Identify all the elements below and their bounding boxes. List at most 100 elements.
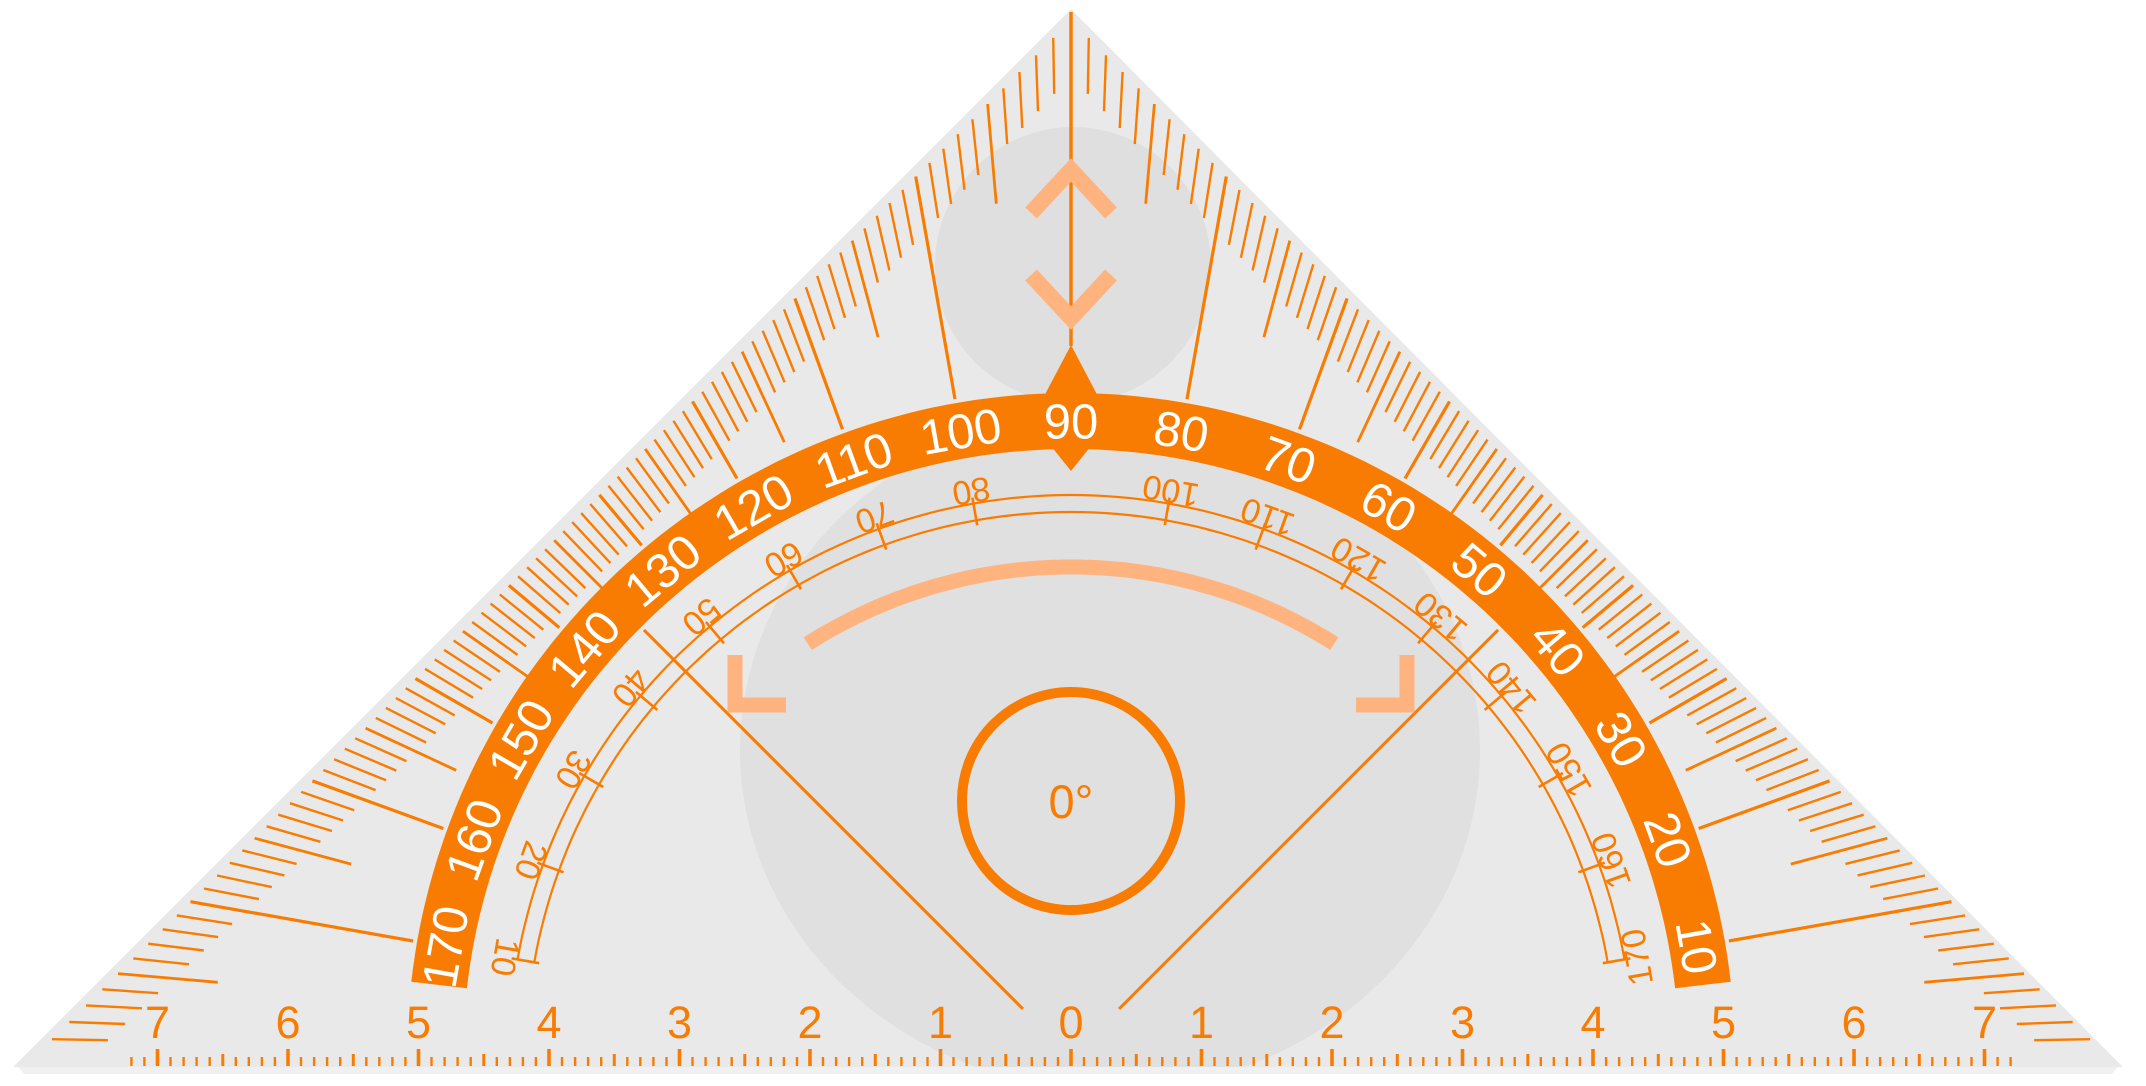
band-arc	[411, 393, 1731, 989]
degree-tick-1	[544, 548, 587, 589]
degree-tick-1	[1539, 530, 1580, 573]
degree-tick-1	[1821, 825, 1876, 843]
degree-tick-1	[1336, 308, 1360, 363]
degree-tick-1	[1034, 55, 1040, 112]
degree-tick-1	[176, 914, 233, 926]
degree-tick-1	[354, 737, 407, 763]
ring-tick	[536, 861, 565, 874]
degree-tick-1	[1086, 37, 1090, 94]
degree-tick-1	[489, 602, 536, 640]
degree-line-10	[598, 493, 643, 547]
bottom-edge-shadow	[18, 1067, 2118, 1074]
ruler-number: 0	[1058, 997, 1083, 1048]
degree-tick-1	[1952, 957, 2009, 966]
degree-tick-1	[102, 988, 159, 995]
degree-line-10	[1581, 584, 1635, 629]
degree-tick-5	[117, 972, 218, 984]
degree-tick-1	[1285, 252, 1303, 307]
ring-inner-arc	[533, 510, 1609, 963]
degree-line-10	[793, 297, 845, 430]
degree-tick-1	[710, 381, 740, 432]
degree-tick-1	[1227, 189, 1241, 246]
degree-tick-1	[1845, 849, 1900, 866]
curved-double-arrow-icon	[727, 559, 1415, 713]
ruler-number: 4	[536, 997, 561, 1048]
ring-tick	[785, 564, 803, 590]
vertical-double-arrow-icon	[1025, 158, 1117, 330]
degree-tick-1	[1356, 330, 1381, 383]
ring-tick	[704, 621, 725, 645]
degree-tick-5	[365, 726, 457, 772]
ring-tick	[511, 957, 540, 965]
degree-tick-1	[1857, 861, 1913, 877]
ninety-diamond	[1031, 345, 1111, 471]
degree-tick-1	[1686, 687, 1737, 717]
degree-tick-1	[616, 475, 654, 522]
degree-tick-1	[375, 716, 427, 744]
degree-tick-1	[1402, 381, 1432, 432]
degree-tick-1	[827, 263, 847, 319]
degree-line-10	[1728, 900, 1952, 943]
degree-tick-1	[1715, 716, 1767, 744]
degree-tick-1	[1162, 119, 1171, 176]
degree-tick-1	[1306, 275, 1326, 330]
degree-tick-1	[1572, 566, 1616, 606]
degree-tick-1	[344, 747, 397, 772]
degree-tick-1	[526, 566, 570, 606]
degree-tick-1	[1696, 696, 1747, 726]
ruler-number: 1	[928, 997, 953, 1048]
degree-tick-1	[1580, 575, 1625, 614]
degree-tick-1	[901, 189, 915, 246]
degree-tick-1	[772, 319, 796, 373]
degree-tick-1	[1869, 874, 1926, 889]
degree-tick-1	[405, 687, 456, 717]
degree-tick-1	[1514, 503, 1553, 548]
degree-tick-1	[1615, 611, 1662, 648]
guide-line-45	[1118, 628, 1500, 1010]
degree-tick-1	[1522, 512, 1562, 556]
degree-tick-1	[480, 611, 527, 648]
degree-line-10	[1403, 400, 1451, 480]
degree-tick-1	[1411, 391, 1441, 442]
degree-tick-1	[1346, 319, 1370, 373]
degree-tick-1	[277, 813, 333, 833]
degree-line-10	[1499, 493, 1544, 547]
degree-tick-1	[1239, 202, 1254, 259]
degree-tick-1	[1923, 928, 1980, 939]
degree-tick-1	[300, 790, 355, 812]
degree-tick-1	[562, 530, 603, 573]
ruler-number: 7	[145, 997, 170, 1048]
triangle-body[interactable]	[13, 9, 2123, 1067]
degree-tick-1	[517, 575, 562, 614]
degree-tick-1	[1176, 134, 1186, 190]
degree-tick-1	[1555, 548, 1598, 589]
degree-tick-1	[782, 308, 806, 363]
degree-tick-5	[254, 836, 352, 866]
degree-tick-1	[863, 228, 880, 283]
degree-tick-1	[266, 825, 321, 843]
curved-arrow-left-head-icon	[727, 655, 786, 713]
degree-line-10	[691, 400, 739, 480]
degree-tick-1	[2034, 1038, 2091, 1042]
ring-tick	[875, 522, 888, 551]
degree-tick-1	[452, 639, 501, 673]
degree-tick-1	[1755, 758, 1809, 782]
degree-tick-1	[1765, 768, 1820, 792]
degree-tick-1	[69, 1020, 126, 1026]
degree-tick-1	[1668, 667, 1718, 699]
degree-tick-1	[1384, 361, 1412, 413]
degree-tick-1	[1202, 162, 1214, 219]
ring-tick	[1483, 690, 1507, 711]
ruler-number: 2	[797, 997, 822, 1048]
ruler-number: 6	[1841, 997, 1866, 1048]
inner-degree-label: 80	[949, 468, 993, 512]
guide-line-45	[642, 628, 1024, 1010]
ruler-number: 7	[1972, 997, 1997, 1048]
degree-tick-1	[535, 557, 578, 598]
degree-tick-1	[1488, 475, 1526, 522]
degree-tick-1	[875, 215, 891, 271]
degree-tick-1	[1251, 215, 1267, 271]
degree-tick-1	[1745, 747, 1798, 772]
ruler-number: 1	[1189, 997, 1214, 1048]
